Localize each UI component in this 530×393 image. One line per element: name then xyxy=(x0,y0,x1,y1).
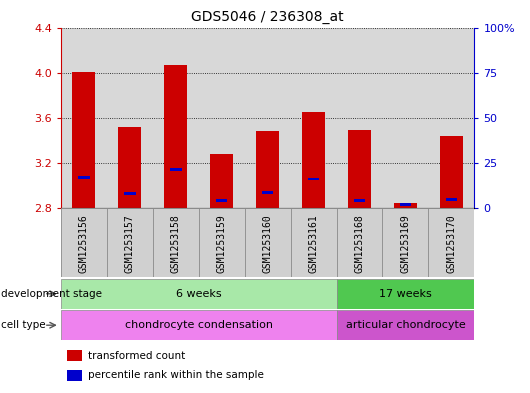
Bar xyxy=(245,208,290,277)
Text: percentile rank within the sample: percentile rank within the sample xyxy=(88,370,264,380)
Bar xyxy=(400,204,411,206)
Bar xyxy=(290,28,337,208)
Bar xyxy=(118,127,142,208)
Bar xyxy=(262,191,273,194)
Text: GSM1253169: GSM1253169 xyxy=(401,214,410,272)
Text: GSM1253168: GSM1253168 xyxy=(355,214,365,272)
Bar xyxy=(337,28,383,208)
Bar xyxy=(383,208,428,277)
Bar xyxy=(308,178,319,180)
Bar xyxy=(124,192,136,195)
Bar xyxy=(446,198,457,201)
Bar xyxy=(107,28,153,208)
Bar xyxy=(302,112,325,208)
Bar xyxy=(245,28,290,208)
Bar xyxy=(61,279,337,309)
Text: development stage: development stage xyxy=(1,289,102,299)
Text: GSM1253170: GSM1253170 xyxy=(446,214,456,272)
Bar xyxy=(199,28,245,208)
Bar xyxy=(153,208,199,277)
Bar xyxy=(67,370,82,380)
Bar xyxy=(67,351,82,361)
Text: GSM1253161: GSM1253161 xyxy=(308,214,319,272)
Text: cell type: cell type xyxy=(1,320,46,330)
Text: GSM1253160: GSM1253160 xyxy=(263,214,272,272)
Bar xyxy=(216,199,227,202)
Bar xyxy=(61,28,107,208)
Bar xyxy=(256,131,279,208)
Text: GSM1253156: GSM1253156 xyxy=(79,214,89,272)
Text: articular chondrocyte: articular chondrocyte xyxy=(346,320,465,330)
Bar xyxy=(440,136,463,208)
Text: 17 weeks: 17 weeks xyxy=(379,289,432,299)
Text: 6 weeks: 6 weeks xyxy=(176,289,222,299)
Bar xyxy=(78,176,90,179)
Bar xyxy=(73,72,95,208)
Text: GSM1253157: GSM1253157 xyxy=(125,214,135,272)
Bar xyxy=(337,310,474,340)
Bar xyxy=(428,28,474,208)
Bar xyxy=(337,208,383,277)
Bar xyxy=(210,154,233,208)
Bar xyxy=(428,208,474,277)
Title: GDS5046 / 236308_at: GDS5046 / 236308_at xyxy=(191,10,344,24)
Text: GSM1253159: GSM1253159 xyxy=(217,214,227,272)
Bar xyxy=(164,65,187,208)
Text: chondrocyte condensation: chondrocyte condensation xyxy=(125,320,273,330)
Bar xyxy=(290,208,337,277)
Bar xyxy=(337,279,474,309)
Bar xyxy=(153,28,199,208)
Bar xyxy=(61,310,337,340)
Bar xyxy=(199,208,245,277)
Bar xyxy=(394,203,417,208)
Bar xyxy=(61,208,107,277)
Text: GSM1253158: GSM1253158 xyxy=(171,214,181,272)
Bar xyxy=(348,130,371,208)
Bar xyxy=(107,208,153,277)
Bar xyxy=(354,199,365,202)
Text: transformed count: transformed count xyxy=(88,351,185,361)
Bar xyxy=(170,169,182,171)
Bar xyxy=(383,28,428,208)
